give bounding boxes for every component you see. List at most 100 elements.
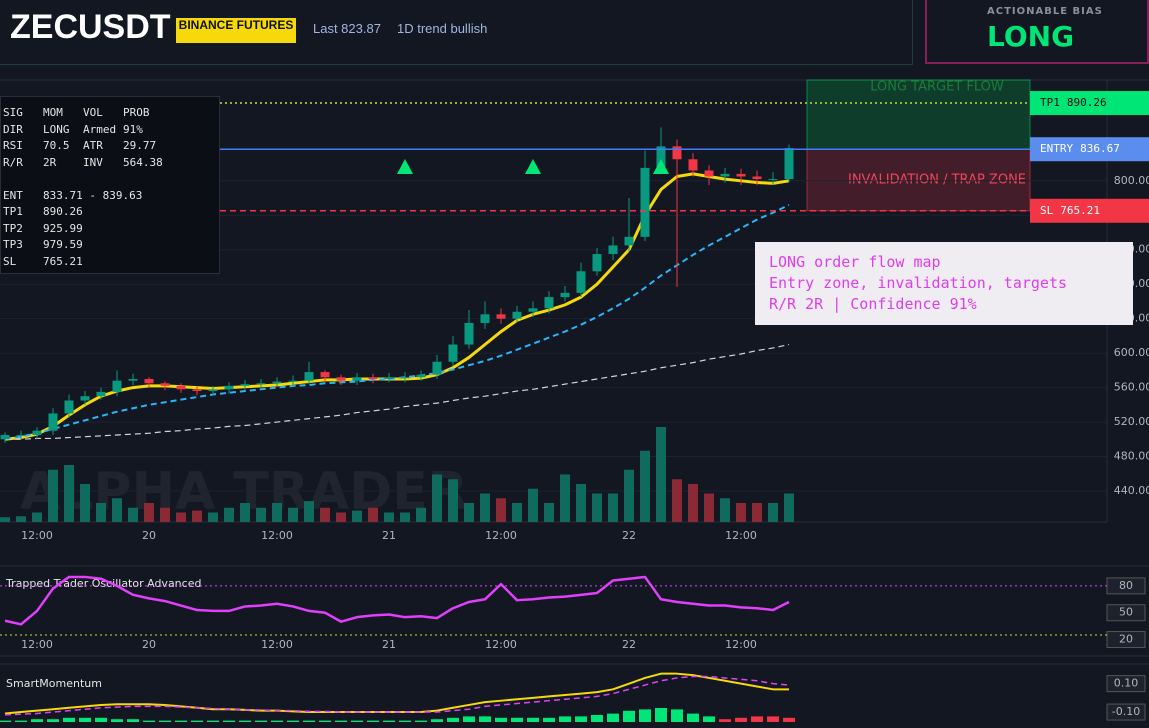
table-cell: LONG (43, 122, 70, 136)
x-tick-label: 12:00 (261, 638, 293, 651)
table-cell: 70.5 (43, 139, 70, 152)
histogram-bar (399, 720, 411, 722)
candle-body (32, 430, 42, 435)
volume-bar (256, 507, 266, 522)
volume-bar (32, 512, 42, 522)
volume-bar (672, 479, 682, 522)
histogram-bar (607, 713, 619, 722)
table-cell: 890.26 (43, 205, 83, 218)
x-tick-label: 12:00 (485, 529, 517, 542)
table-row: SL 765.21 (1, 255, 219, 272)
x-tick-label: 12:00 (261, 529, 293, 542)
histogram-bar (703, 716, 715, 722)
histogram-bar (511, 717, 523, 722)
volume-bar (640, 450, 650, 522)
symbol: ZECUSDT (10, 8, 171, 46)
table-cell: PROB (123, 106, 150, 119)
x-tick-label: 12:00 (21, 638, 53, 651)
histogram-bar (111, 719, 123, 722)
x-tick-label: 20 (142, 638, 156, 651)
histogram-bar (367, 720, 379, 722)
volume-bar (544, 503, 554, 522)
candle-body (128, 378, 138, 381)
x-tick-label: 20 (142, 529, 156, 542)
y-tick-label: 800.00 (1114, 174, 1149, 187)
table-cell: MOM (43, 106, 63, 119)
table-cell: TP2 (3, 221, 23, 235)
histogram-bar (783, 717, 795, 722)
volume-bar (688, 484, 698, 522)
volume-bar (416, 507, 426, 522)
candle-body (720, 173, 730, 177)
note-box: LONG order flow map Entry zone, invalidat… (755, 242, 1133, 325)
zone-label: LONG TARGET FLOW (870, 80, 1004, 95)
candle-body (512, 311, 522, 319)
y-tick-label: 520.00 (1114, 415, 1149, 428)
x-tick-label: 22 (622, 638, 636, 651)
histogram-bar (671, 709, 683, 722)
table-row: TP2 925.99 (1, 222, 219, 239)
line-series (4, 172, 790, 441)
candle-body (416, 374, 426, 378)
y-tick-box (1106, 604, 1146, 622)
table-cell: INV (83, 155, 103, 169)
candle-body (208, 389, 218, 392)
histogram-bar (735, 717, 747, 722)
volume-bar (16, 516, 26, 522)
volume-bar (176, 512, 186, 522)
level-name: ENTRY (1040, 142, 1073, 155)
volume-bar (624, 469, 634, 522)
histogram-bar (31, 719, 43, 722)
histogram-bar (623, 710, 635, 722)
candle-body (80, 396, 90, 401)
table-cell: 2R (43, 155, 57, 169)
candle-body (448, 344, 458, 362)
header-box (0, 0, 913, 65)
volume-bar (128, 507, 138, 522)
candle-body (352, 377, 362, 381)
y-tick-label: 50 (1119, 606, 1133, 619)
signal (653, 159, 669, 175)
table-cell: 833.71 - 839.63 (43, 188, 143, 202)
table-cell: ATR (83, 139, 103, 152)
volume-bar (480, 493, 490, 522)
histogram-bar (15, 720, 27, 722)
histogram-bar (335, 720, 347, 722)
histogram-bar (751, 716, 763, 722)
candle-body (464, 322, 474, 345)
volume-bar (720, 498, 730, 522)
table-cell: RSI (3, 139, 23, 152)
volume-bar (48, 469, 58, 522)
table-row: RSI 70.5 ATR 29.77 (1, 139, 219, 156)
panel-title: SmartMomentum (6, 677, 102, 690)
y-tick-label: 80 (1119, 579, 1133, 592)
candle-body (336, 377, 346, 381)
y-tick-box (1106, 675, 1146, 693)
histogram-bar (351, 720, 363, 722)
candle-body (432, 361, 442, 375)
table-cell: VOL (83, 106, 103, 119)
candle-body (96, 391, 106, 397)
volume-bar (608, 493, 618, 522)
stats-table: SIG MOM VOL PROB DIR LONG Armed 91% RSI 70.5 ATR 29… (0, 96, 220, 274)
candle-body (176, 385, 186, 390)
volume-bar (208, 512, 218, 522)
volume-bar (768, 503, 778, 522)
candle-body (304, 372, 314, 381)
volume-bar (384, 512, 394, 522)
table-row: DIR LONG Armed 91% (1, 123, 219, 140)
candle-body (48, 413, 58, 431)
histogram-bar (575, 716, 587, 722)
histogram-bar (543, 717, 555, 722)
bias-label: ACTIONABLE BIAS (987, 6, 1103, 17)
histogram-bar (319, 720, 331, 722)
zone-label: INVALIDATION / TRAP ZONE (848, 172, 1026, 187)
volume-bar (736, 503, 746, 522)
histogram-bar (591, 715, 603, 722)
histogram-bar (63, 717, 75, 722)
table-cell: 29.77 (123, 139, 157, 152)
y-tick-label: 0.10 (1114, 677, 1139, 690)
histogram-bar (463, 716, 475, 722)
volume-bar (224, 507, 234, 522)
